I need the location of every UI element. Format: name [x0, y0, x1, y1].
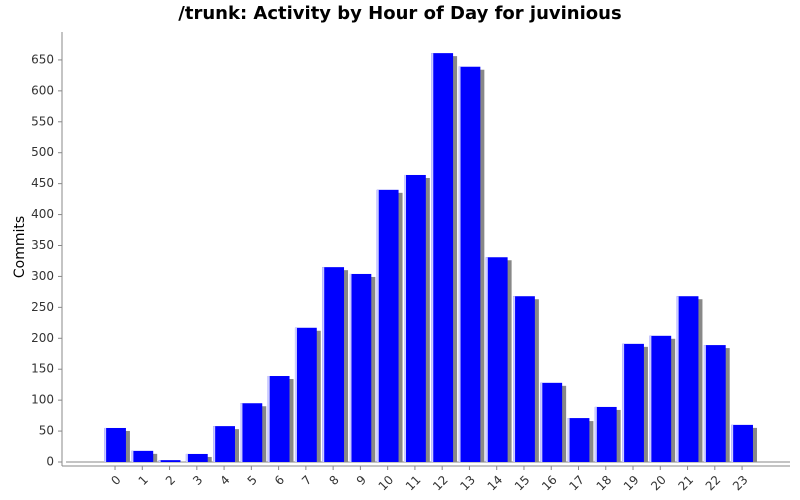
y-tick-label: 300 [31, 269, 54, 283]
bar [185, 453, 208, 462]
x-tick-label: 1 [136, 473, 151, 488]
bar [349, 273, 372, 462]
x-tick-label: 9 [354, 473, 369, 488]
bar [404, 174, 426, 463]
bar-edge [567, 418, 570, 462]
bar [322, 267, 345, 462]
x-tick-label: 20 [648, 473, 669, 494]
x-tick-label: 11 [403, 473, 424, 494]
bar [104, 427, 126, 462]
x-tick-label: 15 [512, 473, 533, 494]
x-tick-label: 13 [457, 473, 478, 494]
x-tick-label: 12 [430, 473, 451, 494]
bar [513, 296, 535, 462]
bar-edge [431, 53, 434, 462]
bar [431, 53, 454, 462]
y-tick-label: 250 [31, 300, 54, 314]
bar [376, 189, 399, 463]
y-tick-label: 550 [31, 114, 54, 128]
x-tick-label: 17 [566, 473, 587, 494]
y-tick-label: 0 [46, 455, 54, 469]
x-tick-label: 22 [703, 473, 724, 494]
x-tick-label: 14 [485, 473, 506, 494]
bar-edge [622, 343, 625, 462]
bar-edge [240, 403, 243, 462]
bar [703, 345, 726, 462]
bar-edge [458, 66, 461, 463]
bar-edge [404, 174, 407, 463]
bar-edge [485, 257, 488, 462]
bar-edge [322, 267, 325, 462]
bar-edge [104, 427, 107, 462]
bar-edge [594, 406, 597, 462]
bar-edge [649, 335, 652, 462]
bar [213, 426, 235, 462]
x-tick-label: 18 [594, 473, 615, 494]
bar-edge [213, 426, 216, 462]
bar [131, 450, 154, 462]
bar-edge [703, 345, 706, 462]
bar-edge [513, 296, 516, 462]
bar [540, 382, 563, 462]
bar [676, 296, 699, 462]
bar [622, 343, 644, 462]
x-tick-label: 5 [245, 473, 260, 488]
x-tick-label: 23 [730, 473, 751, 494]
x-tick-label: 3 [190, 473, 205, 488]
x-tick-label: 4 [217, 473, 232, 488]
x-tick-label: 16 [539, 473, 560, 494]
bar-edge [158, 460, 161, 462]
y-axis-label: Commits [12, 216, 28, 278]
x-tick-label: 10 [376, 473, 397, 494]
y-tick-label: 450 [31, 176, 54, 190]
bar-edge [185, 453, 188, 462]
chart-title: /trunk: Activity by Hour of Day for juvi… [178, 3, 621, 24]
bar-edge [676, 296, 679, 462]
x-tick-label: 7 [299, 473, 314, 488]
bar [731, 424, 753, 462]
bar [158, 460, 181, 462]
y-tick-label: 100 [31, 393, 54, 407]
bar [567, 418, 590, 462]
x-tick-label: 0 [108, 473, 123, 488]
bar-edge [540, 382, 543, 462]
bar-edge [294, 327, 297, 462]
x-tick-label: 6 [272, 473, 287, 488]
bar [594, 406, 617, 462]
bar [458, 66, 481, 463]
y-tick-label: 50 [39, 424, 54, 438]
x-tick-label: 2 [163, 473, 178, 488]
bar-edge [349, 273, 352, 462]
y-tick-label: 600 [31, 83, 54, 97]
x-tick-label: 8 [326, 473, 341, 488]
y-tick-label: 500 [31, 145, 54, 159]
y-tick-label: 200 [31, 331, 54, 345]
bar [267, 376, 290, 462]
x-tick-label: 21 [675, 473, 696, 494]
y-tick-label: 650 [31, 52, 54, 66]
y-tick-label: 400 [31, 207, 54, 221]
bar [240, 403, 263, 462]
y-tick-label: 350 [31, 238, 54, 252]
bar-edge [131, 450, 134, 462]
bar [485, 257, 508, 462]
bar-edge [267, 376, 270, 462]
bar [649, 335, 672, 462]
y-tick-label: 150 [31, 362, 54, 376]
bar [294, 327, 317, 462]
bar-edge [376, 189, 379, 463]
bar-edge [731, 424, 734, 462]
x-tick-label: 19 [621, 473, 642, 494]
